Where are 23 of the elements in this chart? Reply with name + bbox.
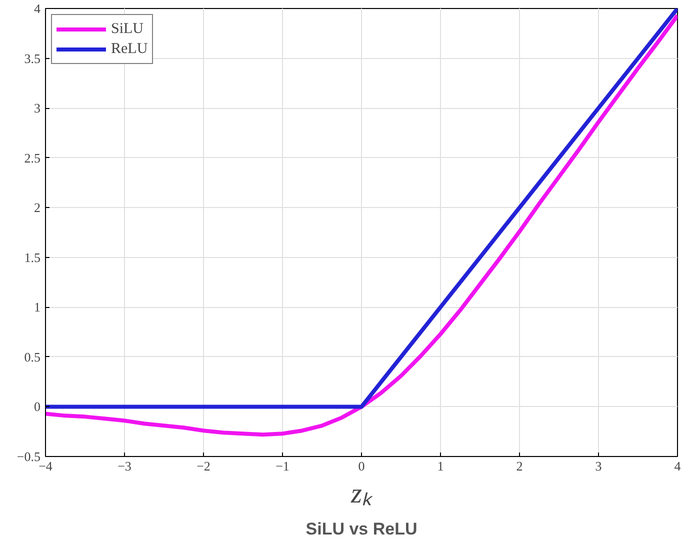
y-tick-label: 1.5: [24, 250, 40, 265]
y-tick-label: 0.5: [24, 349, 40, 364]
y-tick-label: 3.5: [24, 50, 40, 66]
legend-label: SiLU: [111, 20, 144, 38]
x-axis-title: zₖ: [350, 478, 373, 510]
x-tick-label: 4: [674, 458, 682, 474]
y-tick-label: 1: [34, 300, 40, 315]
x-tick-label: −3: [118, 458, 132, 474]
legend-label: ReLU: [111, 40, 148, 58]
y-tick-label: 2: [34, 200, 40, 216]
y-tick-label: 0: [34, 399, 40, 414]
x-tick-label: 0: [358, 458, 365, 474]
y-tick-label: −0.5: [16, 449, 41, 464]
x-tick-label: 3: [595, 458, 602, 474]
x-tick-label: −4: [38, 458, 53, 474]
y-tick-label: 4: [34, 1, 41, 16]
text: SiLU vs ReLU: [306, 520, 418, 538]
x-tick-label: −1: [276, 458, 290, 474]
y-tick-label: 3: [34, 100, 40, 116]
x-tick-label: −2: [196, 458, 210, 474]
x-tick-label: 2: [516, 458, 523, 474]
x-tick-label: 1: [437, 458, 444, 474]
y-tick-label: 2.5: [24, 150, 40, 166]
